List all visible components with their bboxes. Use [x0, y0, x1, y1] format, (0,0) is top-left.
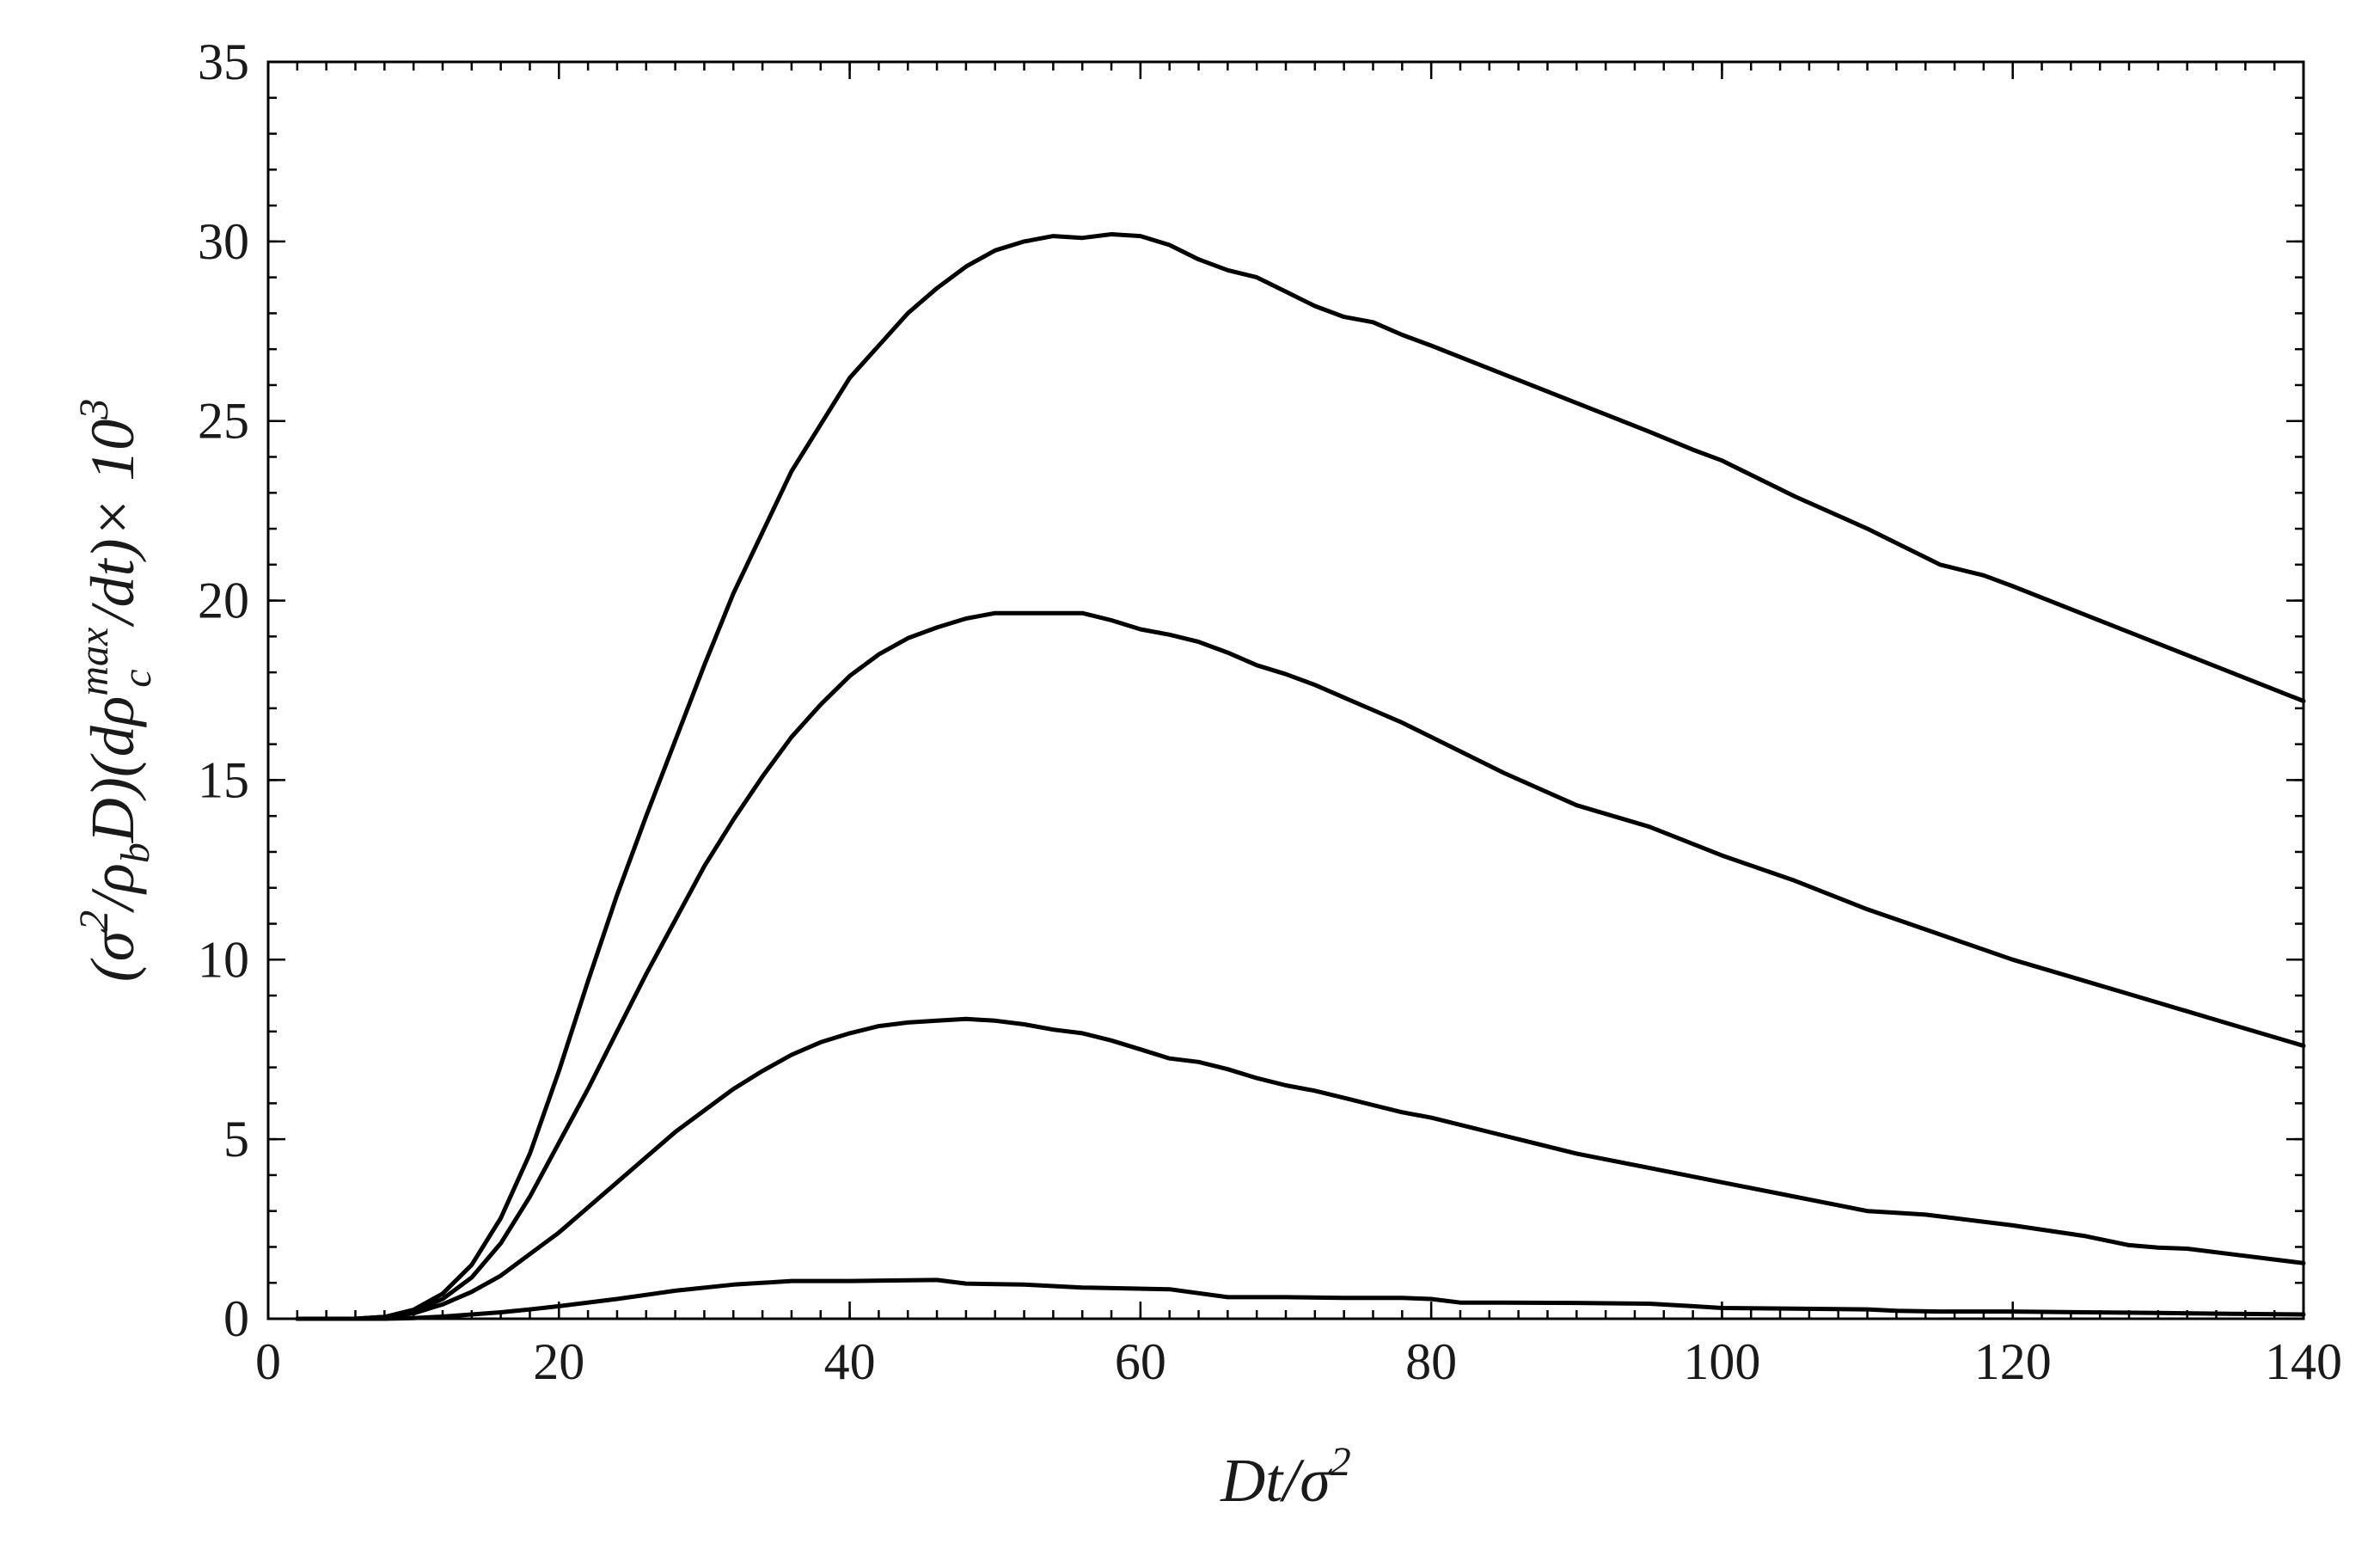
y-tick-labels: 0 5 10 15 20 25 30 35	[198, 34, 249, 1347]
series-line-1	[295, 232, 2306, 1321]
y-tick-label: 30	[198, 213, 249, 270]
y-tick-label: 15	[198, 751, 249, 808]
y-tick-label: 0	[223, 1290, 249, 1347]
x-axis-title: Dt/σ2	[1220, 1439, 1351, 1515]
major-ticks	[266, 60, 2305, 1320]
series-line-4	[295, 1277, 2306, 1321]
y-tick-label: 20	[198, 573, 249, 629]
y-tick-label: 10	[198, 931, 249, 988]
x-tick-labels: 0 20 40 60 80 100 120 140	[255, 1333, 2342, 1390]
y-tick-label: 25	[198, 393, 249, 450]
x-tick-label: 60	[1115, 1333, 1166, 1390]
x-axis-title-sup: 2	[1331, 1439, 1351, 1485]
y-axis-title-mid-1: /ρ	[78, 863, 147, 914]
x-tick-label: 120	[1974, 1333, 2052, 1390]
y-axis-title-sub-2: c	[114, 669, 160, 687]
y-axis-title-mid-2: D)(dρ	[78, 696, 147, 844]
x-tick-label: 40	[824, 1333, 876, 1390]
y-axis-title: (σ2/ρbD)(dρmaxc/dt)× 103	[71, 399, 160, 982]
plot-area	[266, 60, 2306, 1321]
y-axis-title-mid-3: /dt)× 10	[78, 420, 147, 628]
y-axis-title-sup-2: max	[71, 628, 117, 696]
y-axis-title-sub-1: b	[113, 842, 158, 863]
y-tick-label: 5	[223, 1111, 249, 1167]
y-axis-title-sup-3: 3	[71, 399, 117, 420]
y-axis-title-sup-1: 2	[71, 910, 117, 931]
minor-ticks	[266, 60, 2305, 1320]
plot-frame	[266, 60, 2305, 1320]
y-tick-label: 35	[198, 34, 249, 90]
x-tick-label: 20	[533, 1333, 584, 1390]
series-line-2	[295, 610, 2306, 1321]
y-axis-title-prefix: (σ	[78, 928, 147, 982]
x-axis-title-main: Dt/σ	[1220, 1446, 1332, 1515]
x-tick-label: 80	[1405, 1333, 1457, 1390]
x-tick-label: 140	[2265, 1333, 2342, 1390]
x-tick-label: 0	[255, 1333, 281, 1390]
series-group	[295, 232, 2306, 1321]
series-line-3	[295, 1016, 2306, 1321]
x-tick-label: 100	[1683, 1333, 1760, 1390]
